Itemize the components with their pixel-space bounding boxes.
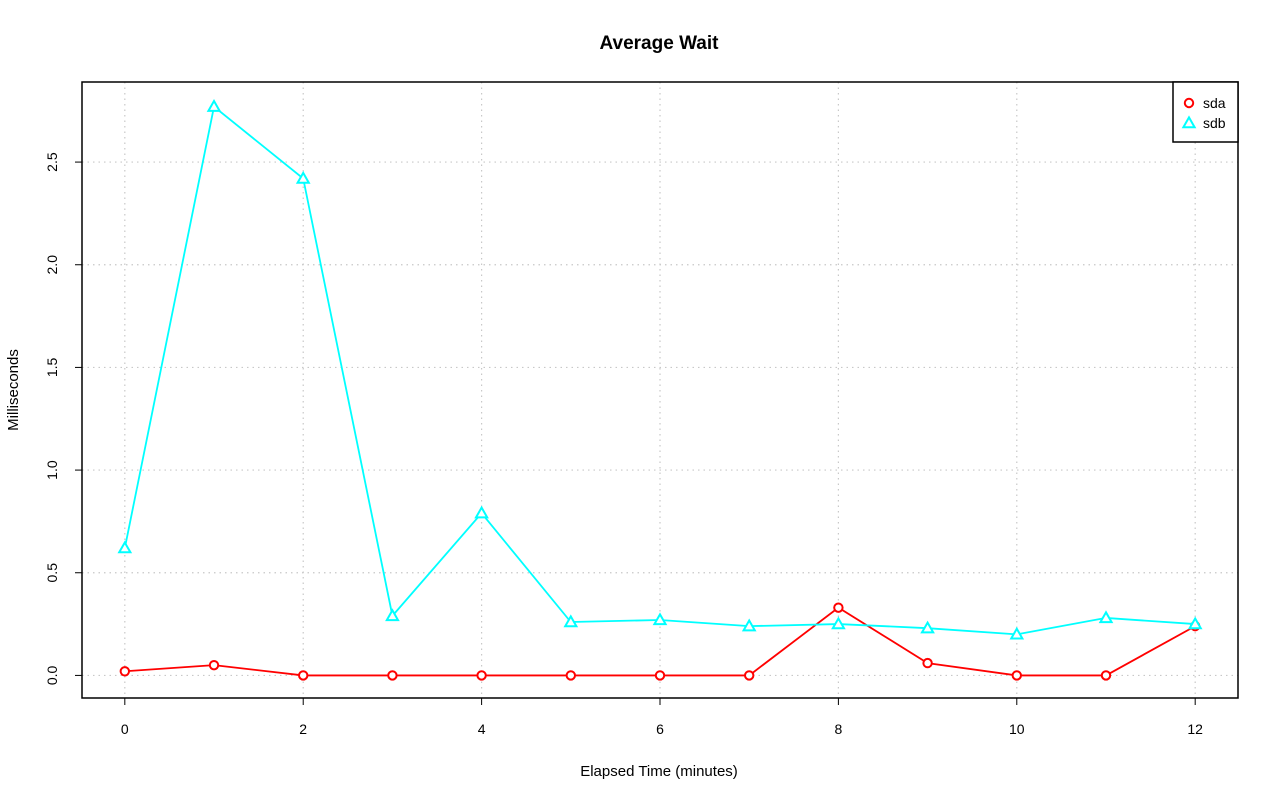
x-axis-label: Elapsed Time (minutes) <box>580 763 738 780</box>
legend-marker-sda <box>1183 97 1195 109</box>
y-axis-label: Milliseconds <box>5 349 22 431</box>
data-point-sdb <box>741 618 757 632</box>
y-tick-label: 2.5 <box>44 152 60 172</box>
data-point-sda <box>476 670 487 681</box>
legend-label-sda: sda <box>1203 95 1226 111</box>
data-point-sdb <box>295 170 311 184</box>
y-tick-label: 0.5 <box>44 563 60 583</box>
data-point-sda <box>743 670 755 681</box>
y-tick-label: 1.5 <box>44 357 60 377</box>
legend-label-sdb: sdb <box>1203 115 1226 131</box>
data-point-sda <box>922 657 933 669</box>
data-point-sdb <box>831 616 846 630</box>
x-tick-label: 2 <box>299 721 307 737</box>
series-sdb <box>117 99 1203 640</box>
data-point-sdb <box>385 608 400 622</box>
x-tick-label: 6 <box>656 721 664 737</box>
data-point-sdb <box>1009 626 1025 640</box>
data-point-sda <box>119 666 131 677</box>
x-tick-label: 8 <box>834 721 842 737</box>
data-point-sdb <box>1098 610 1114 624</box>
x-tick-label: 0 <box>121 721 129 737</box>
legend-box <box>1172 81 1239 143</box>
data-point-sdb <box>563 614 579 628</box>
y-tick-label: 2.0 <box>44 255 60 275</box>
data-point-sda <box>387 670 398 681</box>
data-point-sda <box>833 602 844 613</box>
legend: sda sdb <box>1172 81 1239 143</box>
y-tick-label: 1.0 <box>44 460 60 480</box>
data-point-sda <box>654 670 666 681</box>
data-point-sdb <box>117 540 133 554</box>
x-axis: 0 2 4 6 8 10 12 <box>121 698 1203 737</box>
data-point-sda <box>298 670 309 681</box>
data-point-sdb <box>920 620 935 634</box>
x-tick-label: 10 <box>1009 721 1025 737</box>
data-point-sdb <box>206 99 222 112</box>
data-point-sda <box>1100 670 1112 681</box>
chart-title: Average Wait <box>600 33 720 54</box>
data-point-sda <box>208 659 220 671</box>
y-tick-label: 0.0 <box>44 665 60 685</box>
series-sda <box>119 602 1201 681</box>
y-axis: 0.0 0.5 1.0 1.5 2.0 2.5 <box>44 152 82 685</box>
x-tick-label: 4 <box>478 721 486 737</box>
data-point-sdb <box>652 612 668 626</box>
series-layer <box>117 99 1203 681</box>
data-point-sdb <box>474 505 489 519</box>
data-point-sda <box>565 670 577 681</box>
x-tick-label: 12 <box>1187 721 1203 737</box>
data-point-sda <box>1011 670 1022 681</box>
legend-marker-sdb <box>1181 115 1197 129</box>
data-point-sdb <box>1187 616 1203 630</box>
